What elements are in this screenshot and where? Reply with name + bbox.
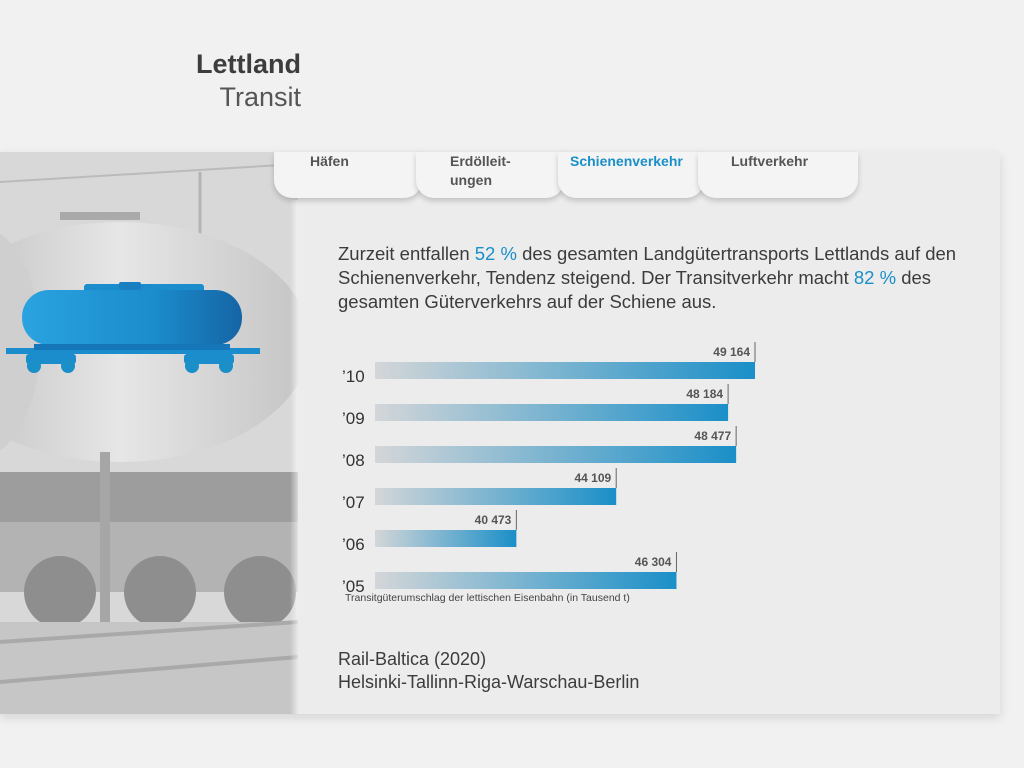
lead-highlight-1: 52 % (474, 243, 517, 264)
section-tabs: Häfen Erdölleit- ungen Schienenverkehr L… (270, 152, 870, 200)
bar-value-label: 44 109 (574, 471, 611, 485)
bar-chart: 49 164 ’10 48 184 ’09 48 477 ’08 44 109 ’07 40 4… (342, 342, 756, 593)
lead-text: des gesamten Güterverkehrs auf der Schie… (338, 267, 932, 312)
rail-tank-car-icon (6, 282, 260, 373)
bar-value-label: 40 473 (475, 513, 512, 527)
bar-5 (375, 572, 677, 589)
bar-4 (375, 530, 517, 547)
bar-value-label: 49 164 (713, 345, 750, 359)
rail-baltica-route: Helsinki-Tallinn-Riga-Warschau-Berlin (338, 672, 640, 692)
bar-value-label: 48 184 (686, 387, 723, 401)
bar-value-label: 48 477 (694, 429, 731, 443)
tab-erdoelleitungen[interactable]: Erdölleit- ungen (416, 152, 564, 198)
bar-0 (375, 362, 755, 379)
lead-text: des gesamten Landgütertransports Lettlan… (338, 243, 957, 288)
page-subtitle: Transit (219, 82, 301, 112)
bar-value-label: 46 304 (635, 555, 672, 569)
background-photo (0, 152, 298, 714)
tab-label: Luftverkehr (731, 153, 809, 169)
category-label: ’05 (342, 577, 365, 593)
tab-luftverkehr[interactable]: Luftverkehr (698, 152, 858, 198)
bar-3 (375, 488, 617, 505)
tab-label: Schienenverkehr (570, 153, 683, 169)
tank-wagon-photo (0, 152, 298, 714)
category-label: ’09 (342, 409, 365, 428)
category-label: ’07 (342, 493, 365, 512)
chart-caption: Transitgüterumschlag der lettischen Eise… (345, 592, 630, 604)
category-label: ’06 (342, 535, 365, 554)
photo-edge-fade (290, 200, 298, 714)
lead-highlight-2: 82 % (853, 267, 897, 288)
category-label: ’08 (342, 451, 365, 470)
lead-text: Zurzeit entfallen (338, 243, 475, 264)
tab-schienenverkehr[interactable]: Schienenverkehr (558, 152, 704, 198)
page-title: Lettland (196, 49, 301, 79)
category-label: ’10 (342, 367, 365, 386)
bar-2 (375, 446, 737, 463)
rail-baltica-title: Rail-Baltica (2020) (338, 649, 487, 669)
rail-baltica-note: Rail-Baltica (2020) Helsinki-Tallinn-Rig… (338, 648, 639, 694)
page-header: Lettland Transit (196, 48, 301, 114)
tab-label: Häfen (310, 153, 349, 169)
tab-label: Erdölleit- ungen (450, 153, 511, 188)
tab-haefen[interactable]: Häfen (274, 152, 422, 198)
lead-paragraph: Zurzeit entfallen 52 % des gesamten Land… (338, 242, 958, 314)
bar-1 (375, 404, 729, 421)
